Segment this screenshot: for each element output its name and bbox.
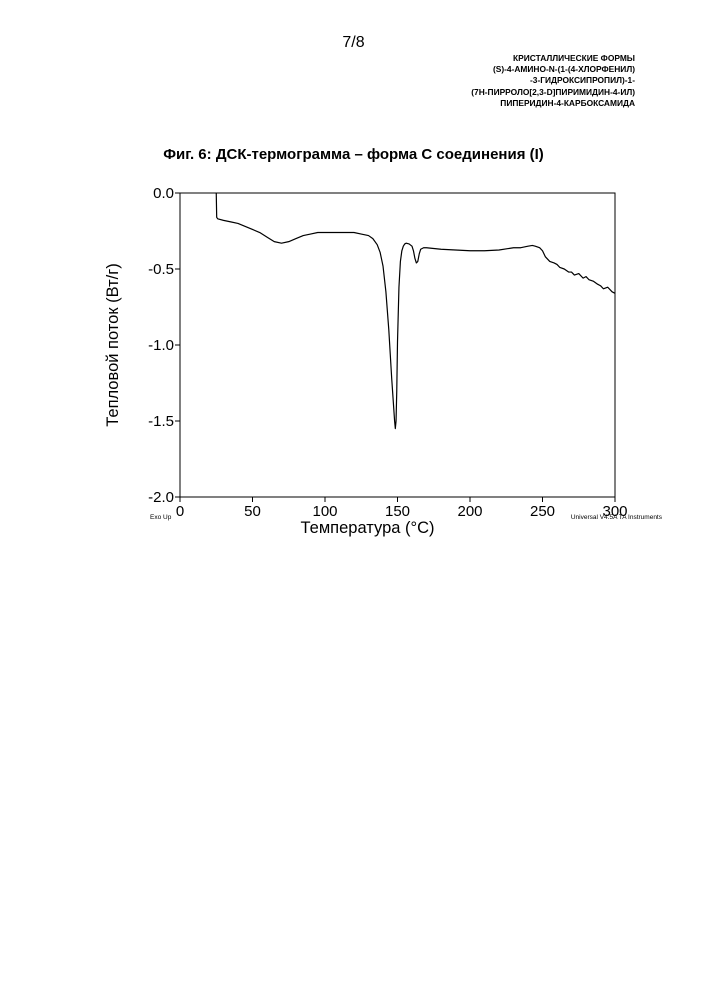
y-axis: 0.0 -0.5 -1.0 -1.5 -2.0 (148, 185, 180, 506)
x-tick-label: 200 (457, 503, 482, 520)
y-tick-label: -0.5 (148, 261, 174, 278)
x-tick-label: 150 (385, 503, 410, 520)
x-axis-title: Температура (°C) (300, 519, 434, 537)
software-note: Universal V4.5A TA Instruments (571, 514, 663, 521)
x-tick-label: 100 (312, 503, 337, 520)
y-tick-label: -1.0 (148, 337, 174, 354)
x-tick-label: 50 (244, 503, 261, 520)
x-tick-label: 250 (530, 503, 555, 520)
x-tick-label: 0 (176, 503, 184, 520)
y-tick-label: -2.0 (148, 489, 174, 506)
dsc-curve-line (216, 193, 615, 429)
y-tick-label: -1.5 (148, 413, 174, 430)
y-tick-label: 0.0 (153, 185, 174, 202)
y-axis-title: Тепловой поток (Вт/г) (104, 263, 122, 427)
exo-up-note: Exo Up (150, 514, 172, 521)
x-axis: 050100150200250300 (176, 497, 628, 520)
